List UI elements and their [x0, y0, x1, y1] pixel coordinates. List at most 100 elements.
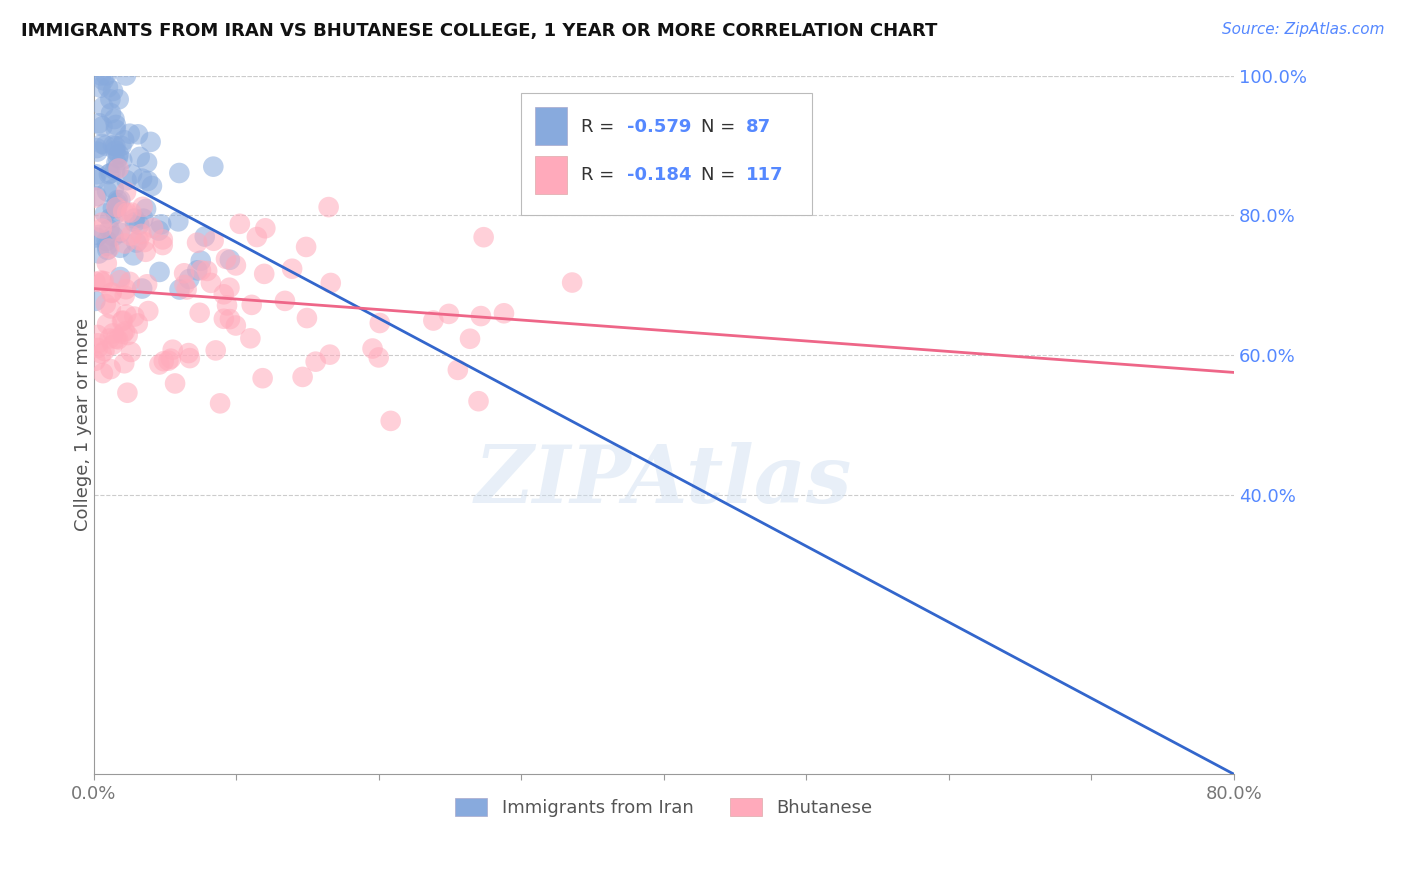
Point: [141, 178, 163, 193]
Point: [115, 185, 138, 199]
Point: [84, 275, 107, 289]
Point: [100, 362, 122, 376]
Point: [87, 336, 110, 351]
Point: [152, 354, 174, 368]
Point: [101, 201, 124, 215]
Point: [96, 234, 118, 248]
Point: [148, 358, 170, 372]
Point: [173, 266, 195, 280]
Point: [115, 308, 138, 322]
Point: [157, 353, 180, 368]
Point: [291, 370, 314, 384]
Point: [91, 216, 114, 230]
Point: [142, 221, 165, 235]
Point: [215, 252, 238, 266]
Point: [101, 138, 124, 153]
Text: -0.184: -0.184: [627, 167, 692, 185]
Point: [104, 122, 127, 136]
Point: [84, 173, 107, 187]
Point: [225, 259, 247, 273]
Point: [176, 283, 198, 297]
Point: [107, 332, 129, 346]
Point: [96, 185, 118, 199]
Point: [114, 236, 136, 251]
Point: [150, 217, 173, 231]
Point: [84, 293, 107, 308]
Point: [492, 306, 515, 320]
Point: [218, 281, 240, 295]
FancyBboxPatch shape: [522, 93, 813, 215]
Point: [467, 394, 489, 409]
Point: [128, 233, 150, 247]
Point: [91, 276, 114, 290]
Point: [132, 211, 155, 226]
Point: [91, 120, 114, 134]
Point: [120, 228, 142, 243]
Point: [110, 241, 132, 255]
Point: [131, 227, 153, 241]
Point: [86, 189, 108, 203]
Point: [437, 307, 460, 321]
Point: [96, 256, 118, 270]
Point: [194, 229, 217, 244]
Point: [107, 147, 129, 161]
Point: [125, 235, 148, 250]
Point: [87, 227, 110, 242]
Point: [380, 414, 402, 428]
Point: [118, 127, 141, 141]
Point: [98, 222, 121, 236]
Text: Source: ZipAtlas.com: Source: ZipAtlas.com: [1222, 22, 1385, 37]
Point: [86, 141, 108, 155]
Point: [274, 293, 297, 308]
Point: [114, 325, 136, 339]
Point: [114, 288, 136, 302]
Point: [458, 332, 481, 346]
Point: [202, 234, 225, 248]
Point: [239, 331, 262, 345]
Point: [86, 327, 108, 342]
Point: [169, 166, 191, 180]
Point: [447, 363, 470, 377]
Point: [148, 265, 170, 279]
Point: [105, 156, 128, 170]
Point: [101, 338, 124, 352]
Point: [179, 272, 201, 286]
Point: [167, 214, 190, 228]
Point: [305, 354, 328, 368]
Point: [190, 263, 212, 277]
Text: ZIPAtlas: ZIPAtlas: [475, 442, 852, 519]
Point: [96, 243, 118, 257]
Point: [131, 171, 153, 186]
Point: [93, 274, 115, 288]
Point: [98, 211, 121, 226]
Point: [90, 346, 112, 360]
Point: [112, 204, 135, 219]
FancyBboxPatch shape: [536, 156, 567, 194]
Point: [253, 267, 276, 281]
Point: [122, 248, 145, 262]
Point: [104, 144, 127, 158]
Point: [121, 168, 143, 182]
Point: [111, 153, 134, 168]
Point: [100, 285, 122, 300]
Point: [103, 182, 125, 196]
Point: [252, 371, 274, 385]
Point: [124, 215, 146, 229]
Point: [107, 193, 129, 207]
Point: [159, 351, 181, 366]
Legend: Immigrants from Iran, Bhutanese: Immigrants from Iran, Bhutanese: [447, 790, 880, 824]
Point: [254, 221, 277, 235]
Point: [186, 263, 208, 277]
Point: [212, 311, 235, 326]
Point: [86, 167, 108, 181]
Point: [103, 112, 125, 126]
Point: [96, 238, 118, 252]
Point: [128, 150, 150, 164]
Point: [100, 301, 122, 316]
Point: [209, 396, 232, 410]
Point: [89, 116, 111, 130]
Point: [87, 341, 110, 355]
Point: [100, 106, 122, 120]
Point: [561, 276, 583, 290]
Point: [105, 206, 128, 220]
